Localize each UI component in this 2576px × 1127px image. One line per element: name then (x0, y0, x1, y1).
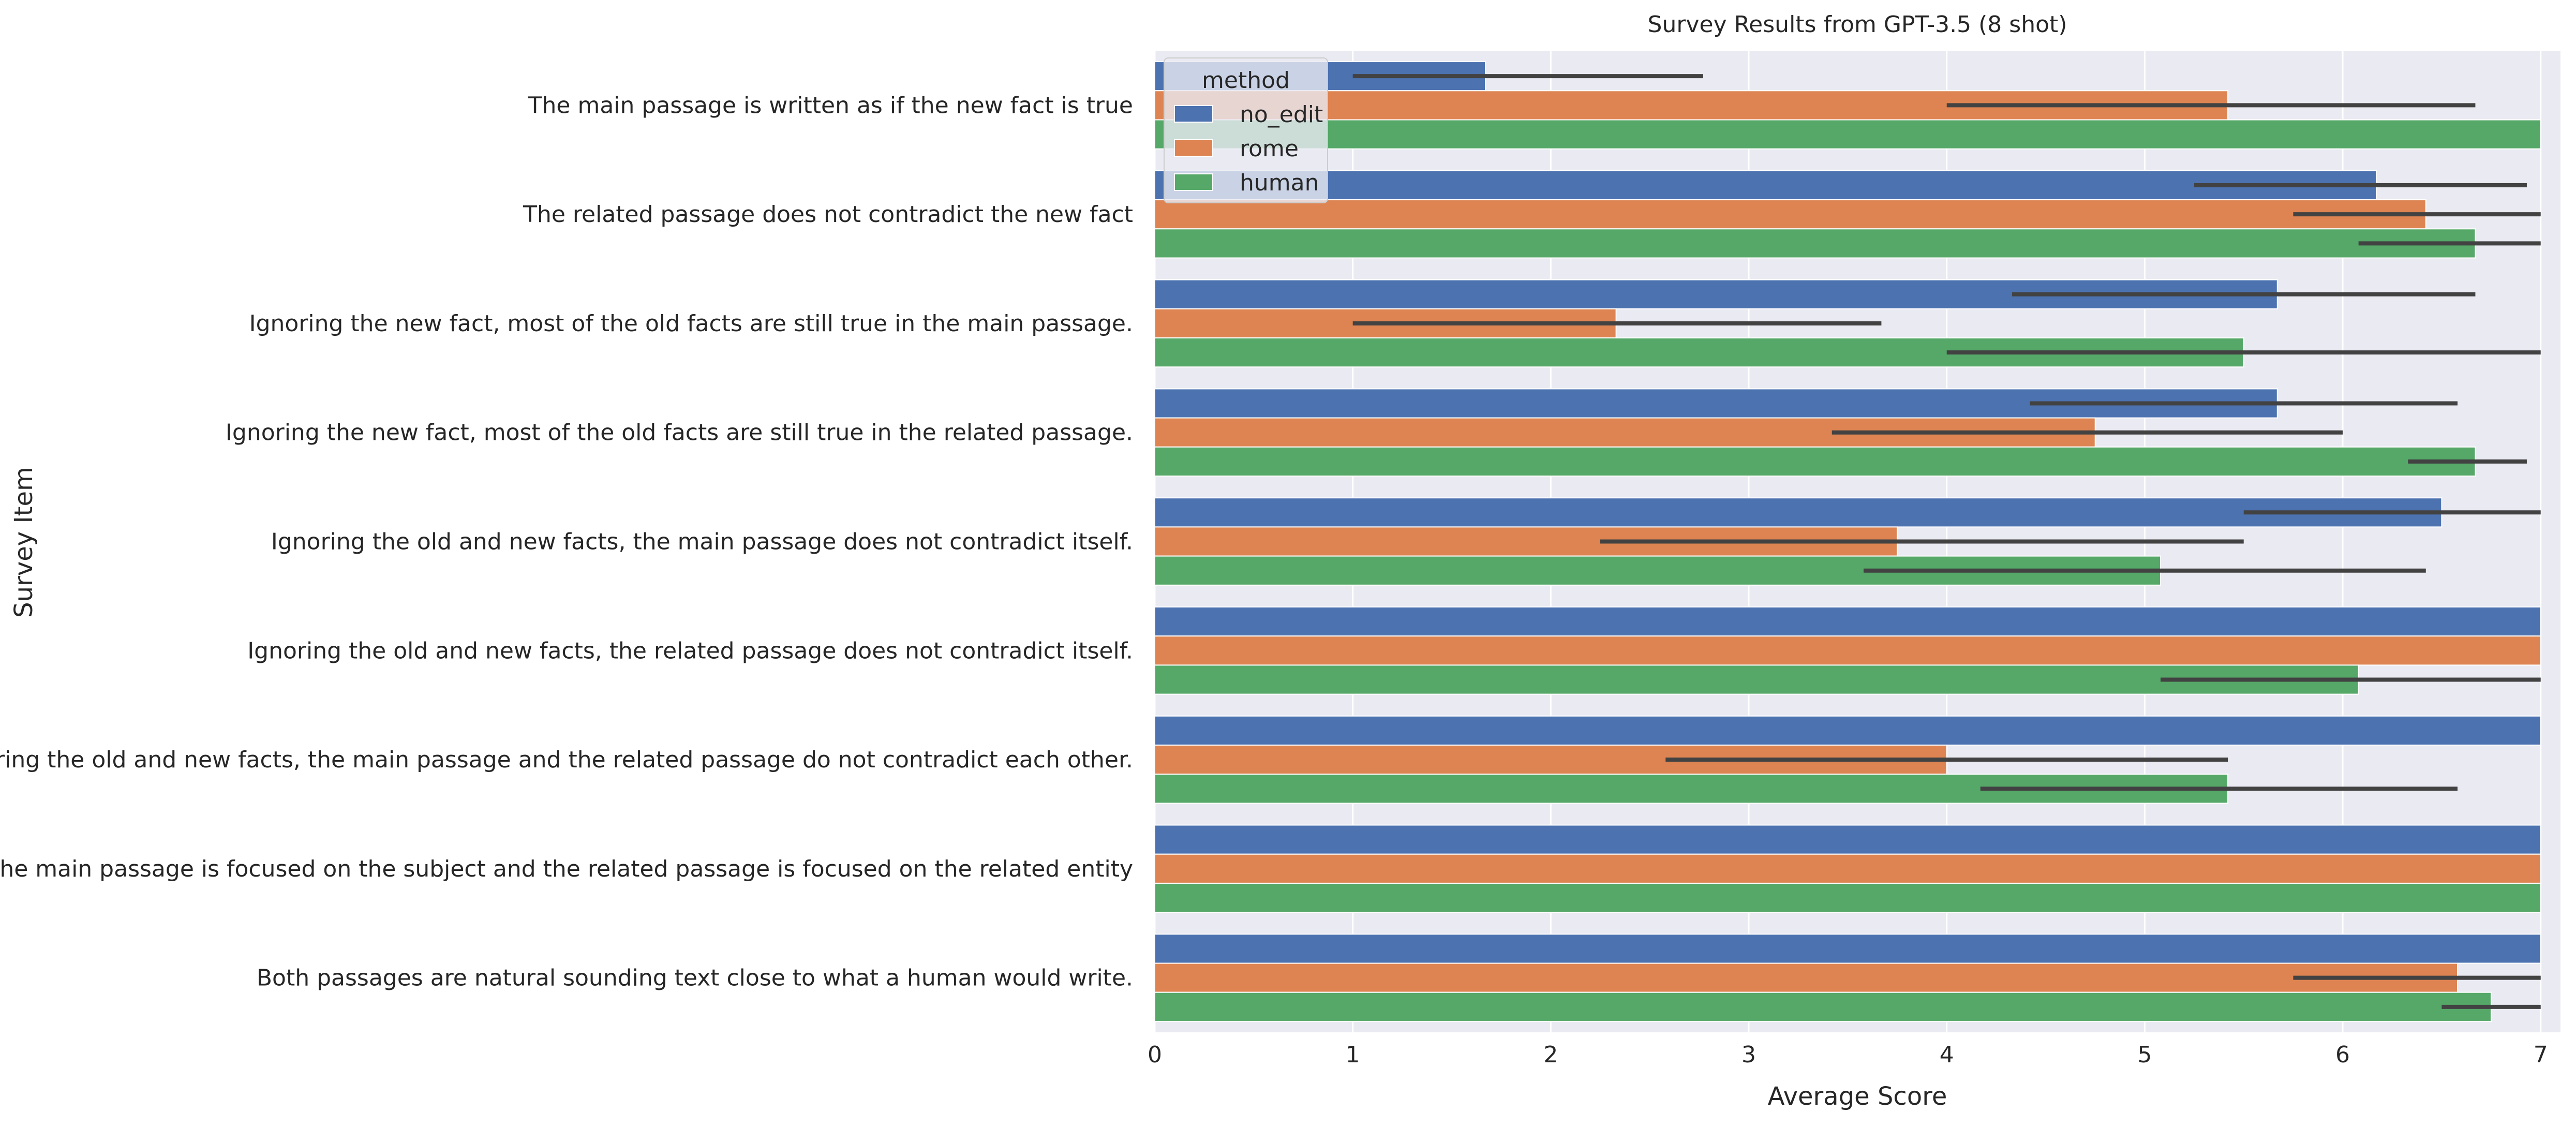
bar-no_edit (1154, 497, 2443, 528)
legend-swatch-no_edit (1174, 105, 1213, 123)
x-tick-label: 6 (2335, 1042, 2350, 1068)
legend-label-no_edit: no_edit (1240, 101, 1323, 128)
legend-frame (1164, 57, 1328, 203)
x-tick-labels: 0 1 2 3 4 5 6 7 (1148, 1042, 2548, 1068)
bar-no_edit (1154, 824, 2541, 855)
y-tick-label: The main passage is written as if the ne… (528, 92, 1133, 118)
bar-rome (1154, 962, 2459, 993)
bar-rome (1154, 199, 2426, 230)
y-tick-label: Ignoring the new fact, most of the old f… (226, 420, 1133, 446)
legend-title: method (1202, 67, 1290, 94)
bar-no_edit (1154, 715, 2541, 746)
bar-human (1154, 228, 2476, 259)
bar-rome (1154, 853, 2541, 884)
y-tick-label: Ignoring the old and new facts, the main… (271, 529, 1133, 555)
x-axis-label: Average Score (1768, 1082, 1947, 1111)
y-tick-label: Both passages are natural sounding text … (257, 965, 1133, 991)
y-tick-label: Ignoring the old and new facts, the main… (0, 747, 1133, 773)
x-tick-label: 0 (1148, 1042, 1162, 1068)
x-tick-label: 3 (1741, 1042, 1756, 1068)
y-tick-labels: The main passage is written as if the ne… (0, 92, 1133, 991)
legend-label-rome: rome (1240, 136, 1299, 162)
x-tick-label: 7 (2534, 1042, 2548, 1068)
bar-human (1154, 446, 2476, 477)
bar-no_edit (1154, 170, 2377, 201)
error-bars (1352, 74, 2541, 1009)
y-tick-label: The related passage does not contradict … (523, 201, 1133, 228)
bar-human (1154, 991, 2492, 1022)
x-tick-label: 1 (1346, 1042, 1360, 1068)
x-tick-label: 5 (2137, 1042, 2152, 1068)
bar-rome (1154, 635, 2541, 666)
y-tick-label: The main passage is focused on the subje… (0, 856, 1133, 882)
legend-swatch-human (1174, 173, 1213, 191)
legend-swatch-rome (1174, 139, 1213, 157)
bar-human (1154, 119, 2541, 150)
y-tick-label: Ignoring the new fact, most of the old f… (249, 310, 1133, 337)
x-tick-label: 2 (1543, 1042, 1558, 1068)
bar-human (1154, 664, 2359, 695)
legend-label-human: human (1240, 170, 1319, 196)
bar-human (1154, 882, 2541, 913)
chart-title: Survey Results from GPT-3.5 (8 shot) (1648, 11, 2067, 38)
bar-no_edit (1154, 933, 2541, 964)
x-tick-label: 4 (1940, 1042, 1954, 1068)
bar-no_edit (1154, 606, 2541, 637)
y-axis-label: Survey Item (9, 467, 38, 618)
y-tick-label: Ignoring the old and new facts, the rela… (247, 637, 1133, 664)
